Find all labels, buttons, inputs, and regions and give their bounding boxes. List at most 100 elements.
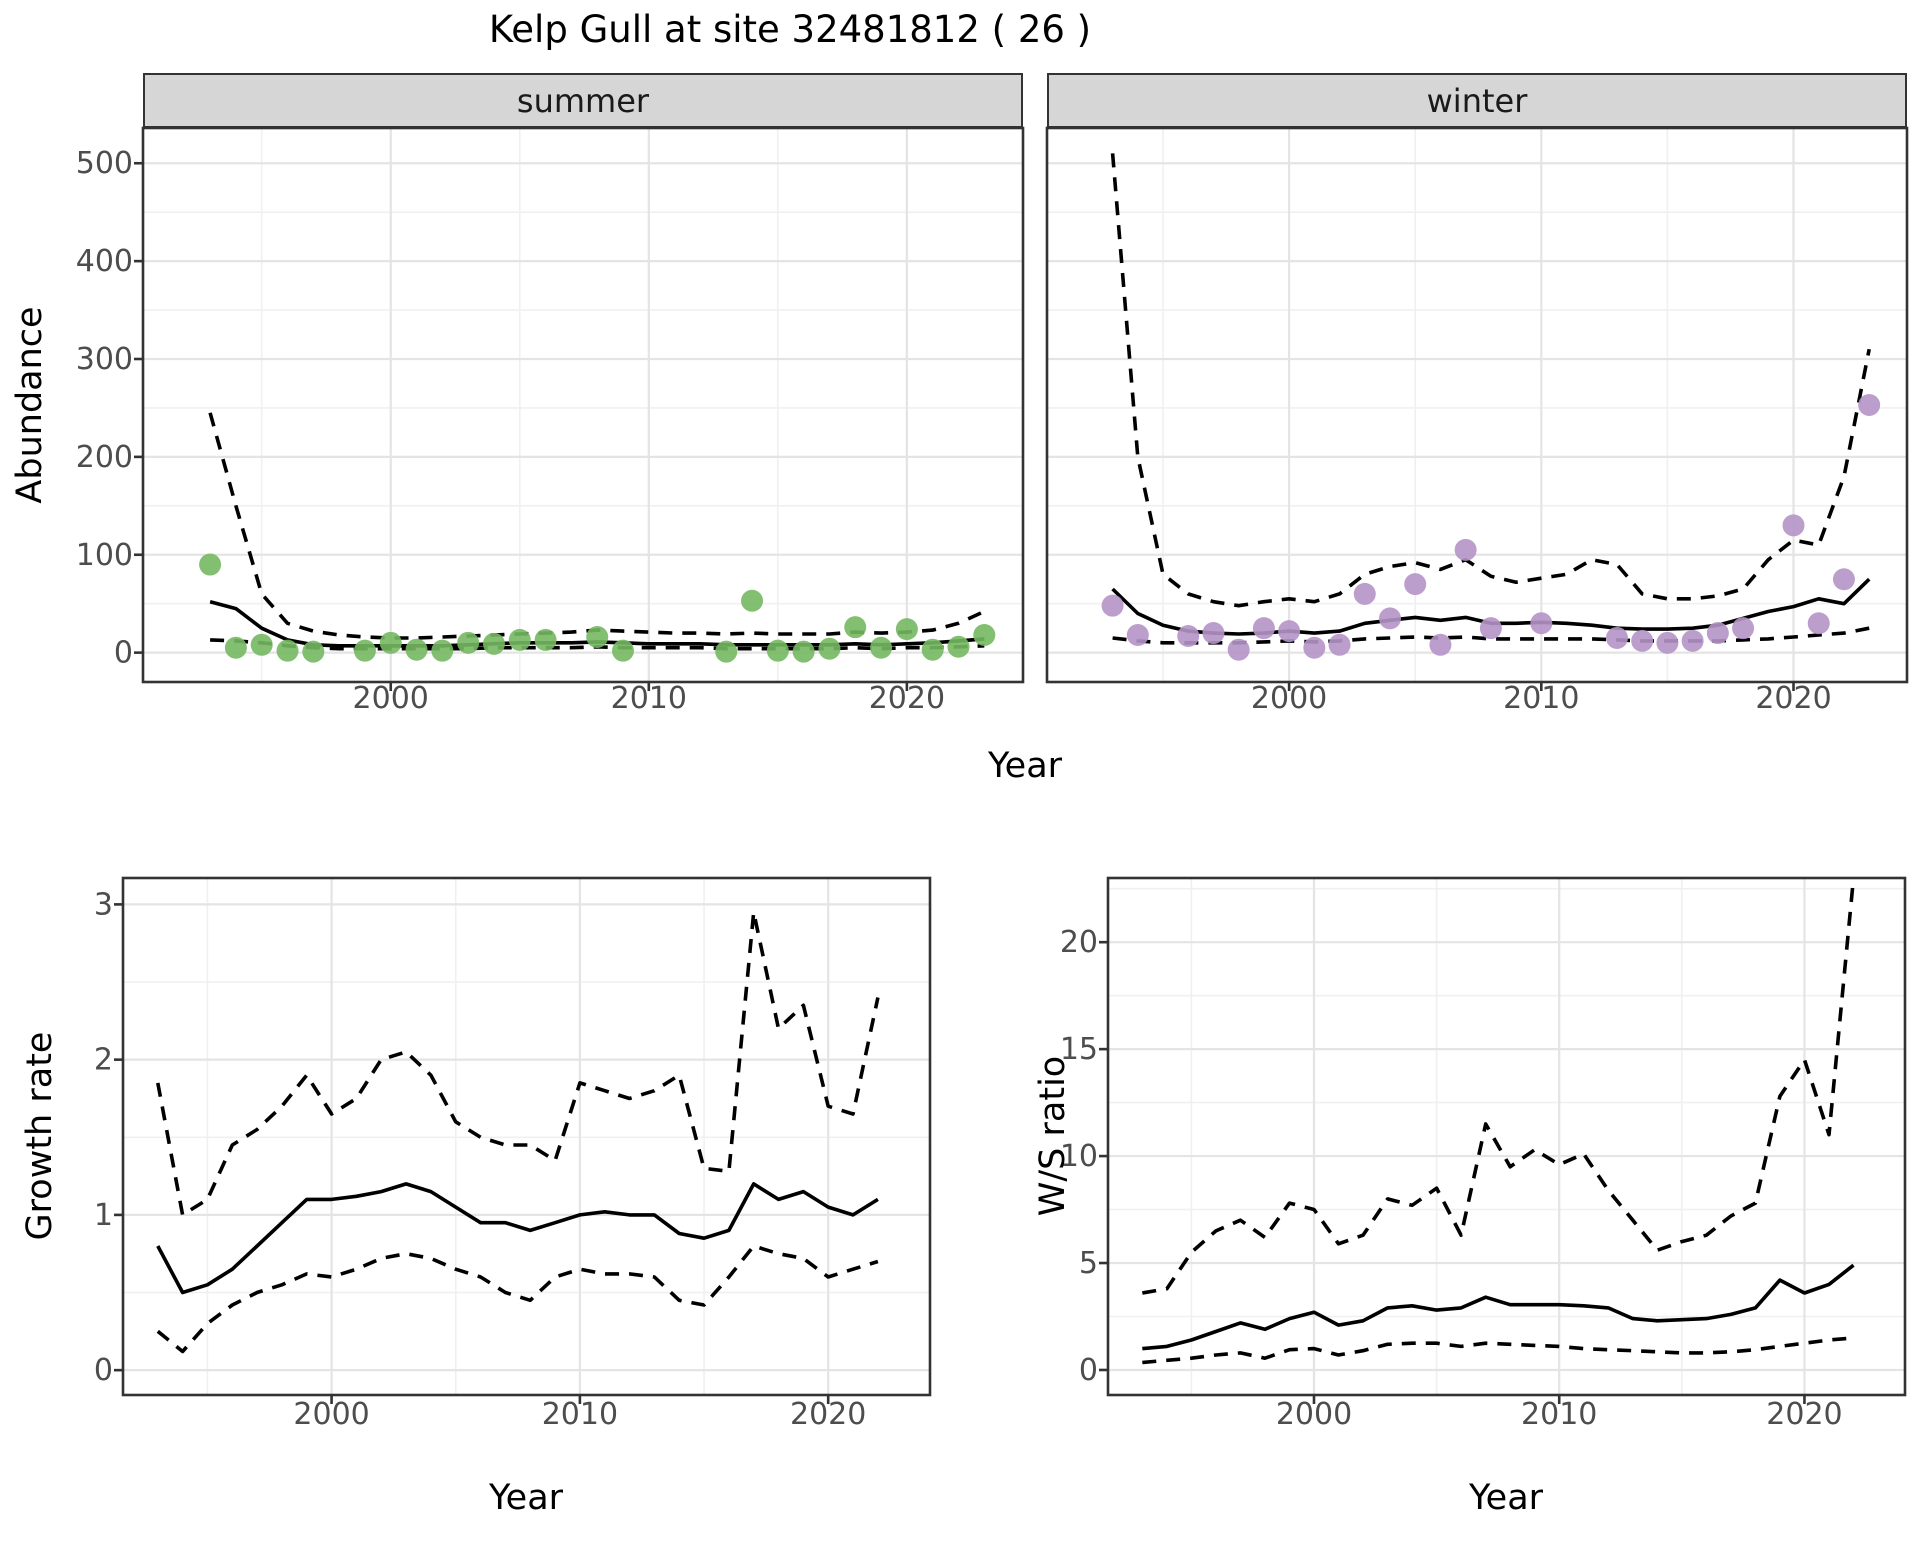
ws-ratio-x-tick-label: 2010 (1521, 1397, 1597, 1432)
abundance-summer-data-point (612, 639, 634, 662)
ws-ratio-y-tick-label: 15 (1060, 1032, 1098, 1067)
abundance-summer-panel-border (141, 126, 1025, 684)
abundance-summer-x-tick-label: 2010 (611, 681, 687, 716)
growth-rate-ci-lower-line (156, 1244, 879, 1354)
abundance-summer-data-point (766, 639, 789, 662)
abundance-summer-data-point (818, 637, 841, 660)
facet-strip-winter-label: winter (1426, 81, 1528, 120)
abundance-winter-data-point (1404, 573, 1427, 596)
growth-rate-x-tick-label: 2000 (293, 1397, 369, 1432)
abundance-summer-data-point (405, 638, 428, 661)
facet-strip-summer-label: summer (516, 81, 650, 120)
abundance-summer-data-point (431, 639, 454, 662)
ws-ratio-y-tick-label: 0 (1079, 1353, 1098, 1388)
abundance-winter-data-point (1328, 633, 1351, 656)
abundance-winter-data-point (1177, 624, 1200, 647)
abundance-summer-data-point (302, 640, 325, 663)
abundance-winter-data-point (1454, 538, 1477, 561)
abundance-summer-data-point (715, 640, 738, 663)
abundance-winter-x-tick-label: 2000 (1251, 681, 1327, 716)
abundance-winter-x-tick-label: 2020 (1755, 681, 1831, 716)
abundance-summer-x-tick-label: 2020 (869, 681, 945, 716)
abundance-summer-data-point (947, 635, 970, 658)
growth-rate-x-tick-label: 2020 (790, 1397, 866, 1432)
abundance-summer-data-point (921, 638, 944, 661)
x-axis-title-year-growth: Year (488, 1478, 564, 1518)
abundance-winter-data-point (1479, 617, 1502, 640)
abundance-summer-data-point (250, 633, 273, 656)
ws-ratio-y-tick-label: 5 (1079, 1246, 1098, 1281)
abundance-summer-y-tick-label: 0 (114, 636, 133, 671)
abundance-summer-data-point (199, 553, 222, 576)
growth-rate-x-tick-label: 2010 (542, 1397, 618, 1432)
growth-rate-y-tick-label: 0 (94, 1353, 113, 1388)
abundance-summer-y-tick-label: 300 (76, 342, 133, 377)
figure-title: Kelp Gull at site 32481812 ( 26 ) (488, 8, 1092, 51)
abundance-winter-data-point (1706, 622, 1729, 645)
abundance-winter-data-point (1353, 582, 1376, 605)
abundance-summer-data-point (482, 632, 505, 655)
abundance-winter-data-point (1126, 624, 1149, 647)
facet-strip-summer: summer (143, 73, 1023, 128)
abundance-summer-data-point (895, 618, 918, 641)
abundance-winter-data-point (1656, 631, 1679, 654)
y-axis-title-growth-rate: Growth rate (20, 1031, 60, 1241)
y-axis-title-ws-ratio: W/S ratio (1033, 1055, 1073, 1217)
abundance-summer-y-tick-label: 500 (76, 146, 133, 181)
ws-ratio-x-tick-label: 2020 (1766, 1397, 1842, 1432)
abundance-winter-data-point (1101, 594, 1124, 617)
abundance-winter-data-point (1605, 626, 1628, 649)
abundance-winter-x-tick-label: 2010 (1503, 681, 1579, 716)
abundance-summer-data-point (379, 631, 402, 654)
abundance-winter-data-point (1732, 617, 1755, 640)
abundance-summer-data-point (870, 636, 893, 659)
abundance-winter-data-point (1429, 633, 1452, 656)
abundance-summer-y-tick-label: 100 (76, 538, 133, 573)
growth-rate-fit-line (156, 1182, 879, 1295)
ws-ratio-panel-border (1106, 876, 1907, 1397)
abundance-winter-data-point (1252, 617, 1275, 640)
abundance-summer-data-point (741, 589, 764, 612)
abundance-summer-data-point (508, 628, 531, 651)
abundance-winter-data-point (1202, 622, 1225, 645)
abundance-summer-data-point (792, 640, 815, 663)
ws-ratio-y-tick-label: 20 (1060, 925, 1098, 960)
abundance-summer-data-point (224, 636, 247, 659)
abundance-summer-data-point (353, 639, 376, 662)
abundance-summer-data-point (457, 631, 480, 654)
growth-rate-y-tick-label: 1 (94, 1198, 113, 1233)
abundance-winter-data-point (1227, 638, 1250, 661)
ws-ratio-x-tick-label: 2000 (1276, 1397, 1352, 1432)
abundance-summer-data-point (973, 624, 996, 647)
abundance-winter-data-point (1681, 629, 1704, 652)
ws-ratio-ci-upper-line (1141, 877, 1856, 1295)
abundance-winter-data-point (1631, 629, 1654, 652)
abundance-winter-panel-bg (1047, 128, 1907, 682)
abundance-summer-x-tick-label: 2000 (353, 681, 429, 716)
ws-ratio-y-tick-label: 10 (1060, 1139, 1098, 1174)
abundance-summer-data-point (534, 628, 557, 651)
abundance-summer-y-tick-label: 200 (76, 440, 133, 475)
y-axis-title-abundance: Abundance (10, 306, 50, 504)
ws-ratio-panel-bg (1108, 878, 1905, 1395)
abundance-summer-data-point (586, 625, 609, 648)
abundance-winter-data-point (1278, 620, 1301, 643)
ws-ratio-ci-lower-line (1142, 1336, 1854, 1365)
abundance-summer-data-point (844, 616, 867, 639)
abundance-winter-ci-upper-line (1110, 153, 1871, 608)
abundance-summer-data-point (276, 639, 299, 662)
x-axis-title-year-top: Year (987, 746, 1063, 786)
abundance-winter-data-point (1807, 612, 1830, 635)
growth-rate-y-tick-label: 3 (94, 887, 113, 922)
ws-ratio-fit-line (1142, 1263, 1855, 1351)
growth-rate-panel-border (121, 876, 932, 1397)
abundance-winter-data-point (1378, 607, 1401, 630)
facet-strip-winter: winter (1047, 73, 1907, 128)
abundance-winter-data-point (1858, 394, 1881, 416)
growth-rate-ci-upper-line (156, 910, 880, 1217)
growth-rate-y-tick-label: 2 (94, 1043, 113, 1078)
abundance-summer-y-tick-label: 400 (76, 244, 133, 279)
abundance-winter-data-point (1782, 514, 1805, 537)
